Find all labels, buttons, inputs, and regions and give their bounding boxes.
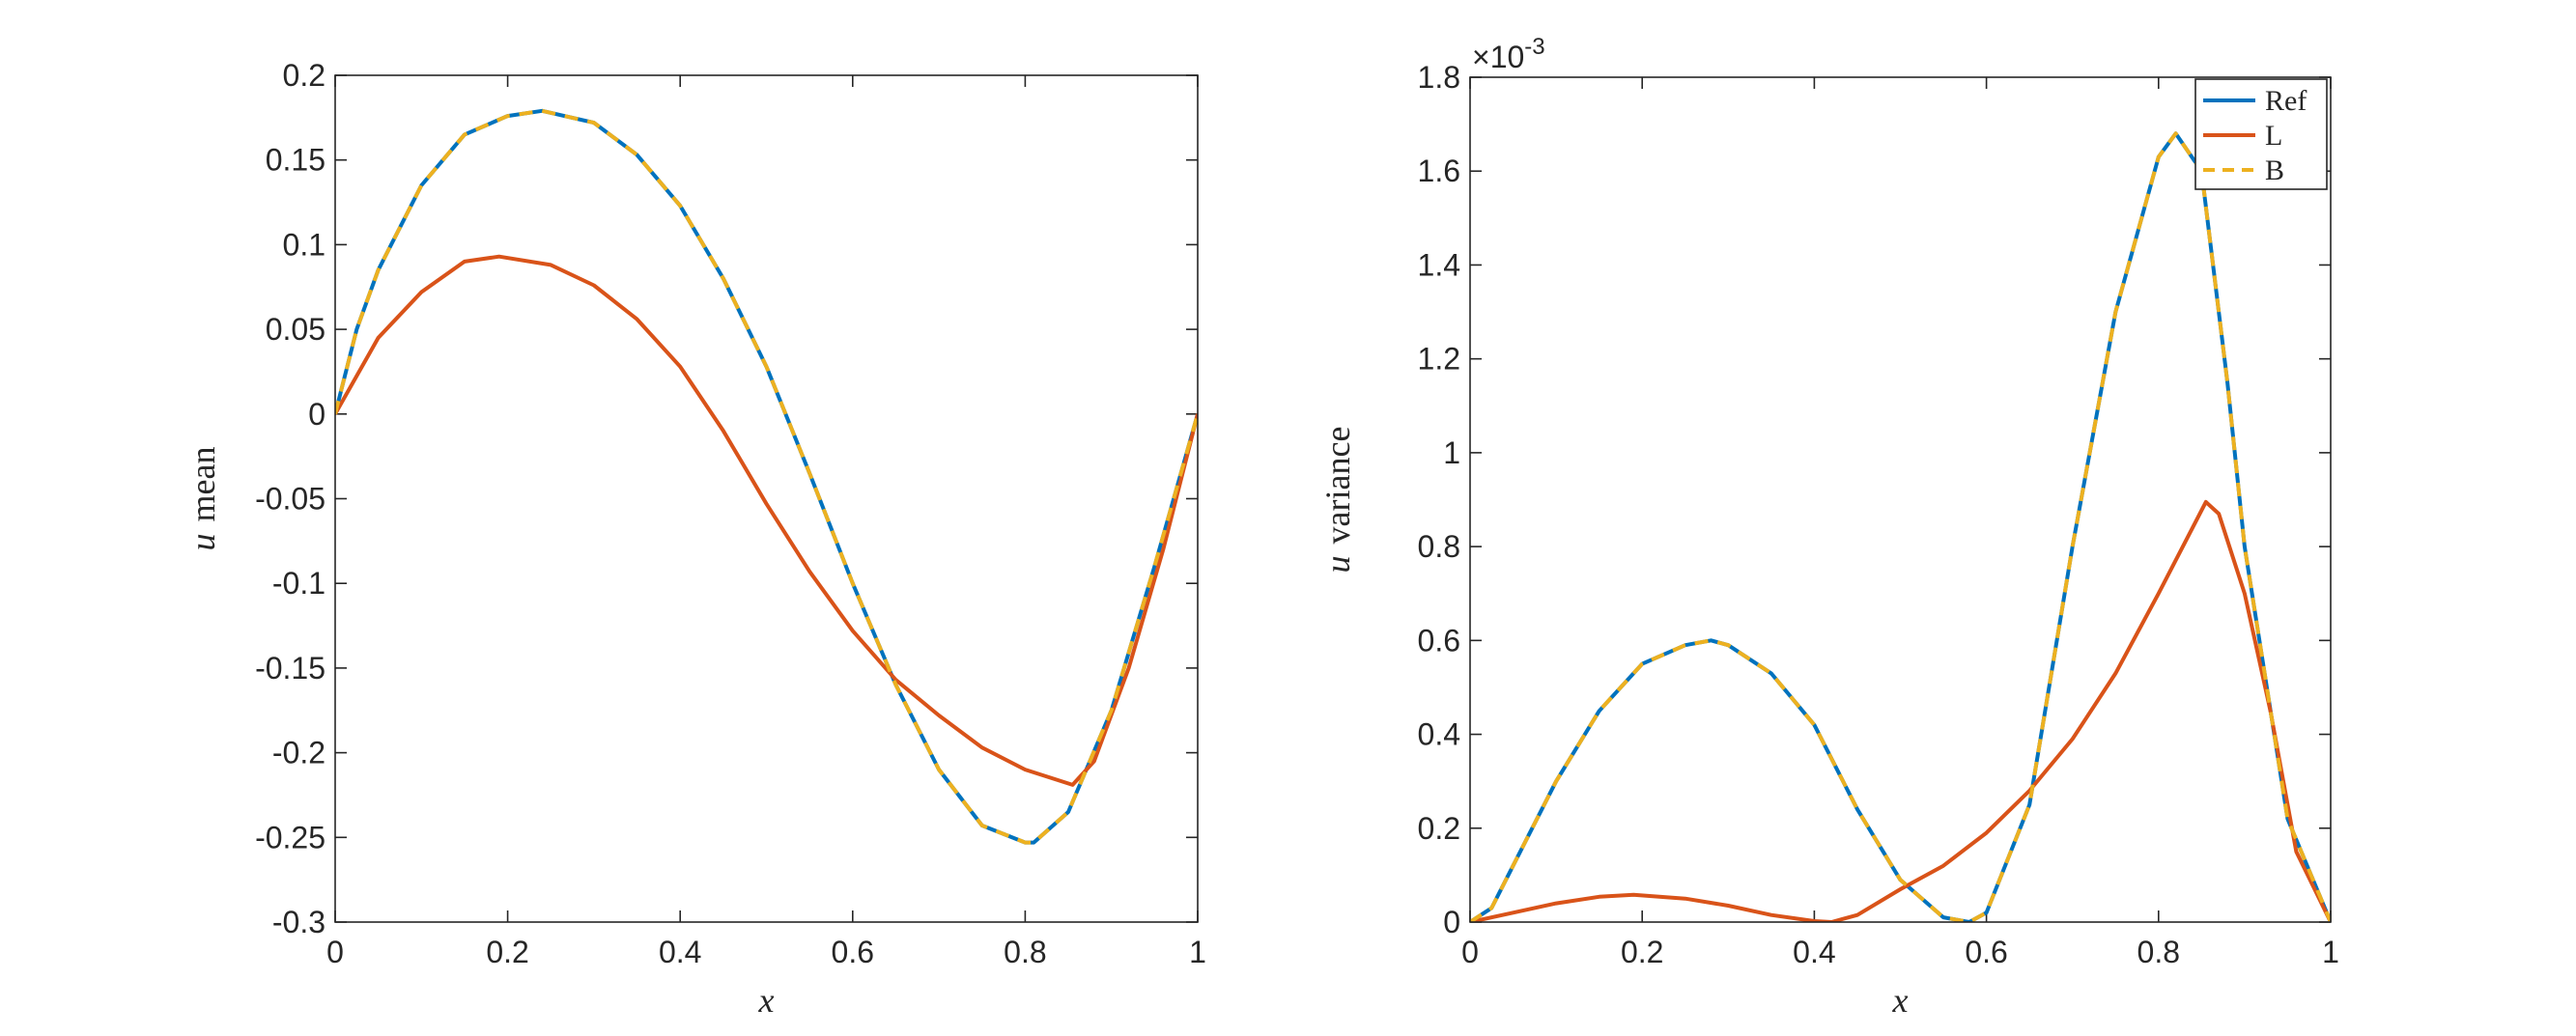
chart-mean: -0.3-0.25-0.2-0.15-0.1-0.0500.050.10.150… <box>184 58 1206 1020</box>
plot-area-mean <box>335 75 1198 922</box>
y-axis-label-mean: u mean <box>184 447 222 551</box>
y-tick-label: -0.05 <box>255 482 326 517</box>
axes-frame-mean <box>334 74 1199 923</box>
exponent-power: -3 <box>1524 34 1544 60</box>
y-tick-label: -0.15 <box>255 651 326 686</box>
exponent-prefix: ×10 <box>1472 40 1524 74</box>
y-axis-label-text: variance <box>1318 427 1357 545</box>
legend-entry-ref: Ref <box>2265 85 2307 117</box>
y-axis-label-variance: u variance <box>1318 427 1357 574</box>
y-tick-label: 1 <box>1443 435 1460 470</box>
y-axis-label-text: mean <box>184 447 222 522</box>
y-tick-label: 0.6 <box>1418 623 1460 658</box>
plot-area-variance <box>1470 77 2331 922</box>
series-lines-mean <box>335 108 1198 845</box>
y-tick-label: 1.6 <box>1418 154 1460 188</box>
y-axis-label-var: u <box>1318 555 1357 573</box>
y-tick-label: 0 <box>1443 905 1460 939</box>
series-line-b <box>335 108 1198 845</box>
x-tick-label: 0 <box>326 935 344 969</box>
x-tick-label: 0.6 <box>1965 935 2007 969</box>
y-tick-label: 0.15 <box>266 143 326 178</box>
legend-entry-b: B <box>2265 154 2284 186</box>
x-tick-label: 1 <box>2322 935 2339 969</box>
y-tick-label: 0.2 <box>1418 811 1460 846</box>
x-tick-label: 0.2 <box>486 935 528 969</box>
y-tick-label: 0.05 <box>266 312 326 347</box>
chart-variance: 0 0.2 0.4 0.6 0.8 1 1.2 1.4 1.6 1.8 0 0.2 0.4 0.6 0.8… <box>1318 34 2339 1020</box>
y-ticks-variance: 0 0.2 0.4 0.6 0.8 1 1.2 1.4 1.6 1.8 <box>1418 60 2331 939</box>
x-tick-label: 0.2 <box>1621 935 1663 969</box>
series-line-l <box>1470 499 2331 922</box>
x-tick-label: 0 <box>1461 935 1479 969</box>
y-tick-label: 0.8 <box>1418 529 1460 564</box>
y-tick-label: 0.2 <box>283 58 326 93</box>
y-tick-label: 0.4 <box>1418 717 1460 752</box>
y-ticks-mean: -0.3 -0.25 -0.2 -0.15 -0.1 -0.05 0 0.05 0.1 0.15 0… <box>255 58 1198 939</box>
y-tick-label: -0.25 <box>255 820 326 854</box>
x-tick-label: 0.6 <box>832 935 874 969</box>
y-tick-label: 0 <box>308 397 326 432</box>
x-tick-label: 0.4 <box>659 935 701 969</box>
y-axis-label-var: u <box>184 533 222 550</box>
x-tick-label: 1 <box>1189 935 1206 969</box>
legend-entry-l: L <box>2265 120 2282 152</box>
y-tick-label: -0.1 <box>272 566 326 601</box>
y-tick-label: 1.4 <box>1418 247 1460 282</box>
x-axis-label-variance: x <box>1892 981 1909 1020</box>
y-tick-label: 1.8 <box>1418 60 1460 95</box>
y-tick-label: 0.1 <box>283 227 326 262</box>
x-tick-label: 0.4 <box>1793 935 1835 969</box>
x-ticks-mean: 0 0.2 0.4 0.6 0.8 1 <box>326 75 1206 969</box>
x-tick-label: 0.8 <box>2137 935 2180 969</box>
y-axis-exponent: ×10-3 <box>1472 34 1545 74</box>
y-tick-label: -0.2 <box>272 736 326 770</box>
y-tick-label: 1.2 <box>1418 342 1460 377</box>
x-ticks-variance: 0 0.2 0.4 0.6 0.8 1 <box>1461 77 2339 969</box>
x-axis-label-mean: x <box>758 981 775 1020</box>
y-tick-label: -0.3 <box>272 905 326 939</box>
axes-frame-variance <box>1469 76 2332 923</box>
x-tick-label: 0.8 <box>1004 935 1046 969</box>
